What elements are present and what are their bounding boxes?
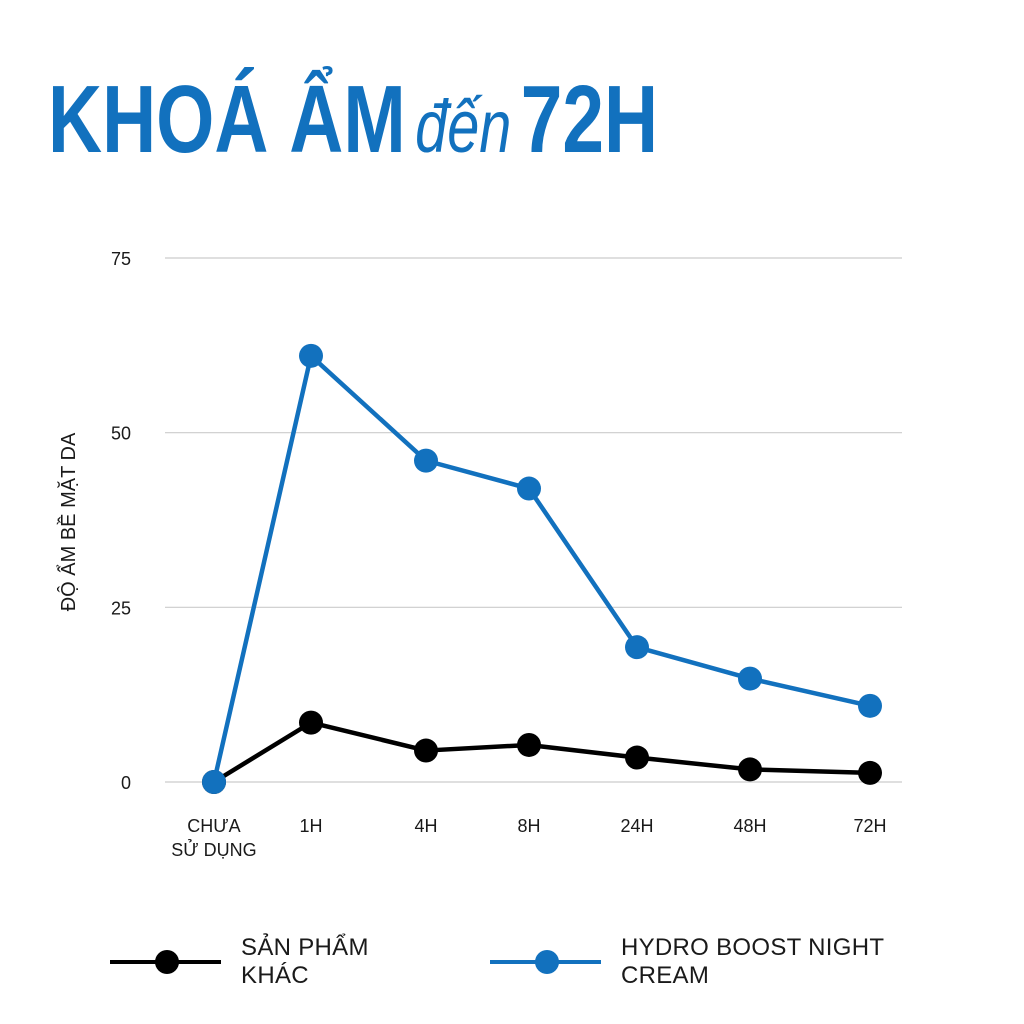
legend-item-other-product: SẢN PHẨM KHÁC <box>110 934 442 990</box>
x-tick-label-6: 72H <box>853 816 886 836</box>
x-tick-labels: CHƯA SỬ DỤNG 1H 4H 8H 24H 48H 72H <box>171 816 886 860</box>
grid-layer <box>165 257 902 783</box>
series-1-point-4 <box>625 635 649 660</box>
legend-label-other-product: SẢN PHẨM KHÁC <box>241 934 369 989</box>
y-axis-label: ĐỘ ẨM BỀ MẶT DA <box>57 432 80 611</box>
series-1-point-0 <box>202 770 226 794</box>
legend-marker-blue <box>489 940 601 984</box>
x-tick-label-2: 4H <box>414 816 437 836</box>
series-0-point-3 <box>517 732 541 757</box>
series-0-point-4 <box>625 745 649 770</box>
y-tick-label-25: 25 <box>111 598 131 618</box>
x-tick-label-1: 1H <box>299 816 322 836</box>
series-1-point-2 <box>414 448 438 473</box>
series-1-point-5 <box>738 666 762 691</box>
y-tick-label-50: 50 <box>111 424 131 444</box>
series-1-point-1 <box>299 343 323 368</box>
x-tick-label-4: 24H <box>620 816 653 836</box>
y-tick-label-75: 75 <box>111 249 131 269</box>
x-tick-label-0: CHƯA SỬ DỤNG <box>171 816 256 860</box>
series-1-point-3 <box>517 476 541 501</box>
x-tick-label-3: 8H <box>517 816 540 836</box>
series-0-point-2 <box>414 738 438 763</box>
y-tick-labels: 0 25 50 75 <box>111 249 131 793</box>
legend-marker-black <box>110 940 222 984</box>
legend-item-hydro-boost: HYDRO BOOST NIGHT CREAM <box>489 934 976 990</box>
series-0-point-5 <box>738 757 762 782</box>
series-layer <box>202 343 882 794</box>
page-title: KHOÁ ẨM đến72H <box>48 70 658 177</box>
title-part-end: 72H <box>520 66 659 173</box>
series-1-point-6 <box>858 693 882 718</box>
legend: SẢN PHẨM KHÁC HYDRO BOOST NIGHT CREAM <box>110 934 1024 989</box>
legend-label-hydro-boost: HYDRO BOOST NIGHT CREAM <box>620 934 884 989</box>
title-part-italic: đến <box>415 85 512 168</box>
series-0-point-6 <box>858 760 882 785</box>
series-0-point-1 <box>299 710 323 735</box>
x-tick-label-5: 48H <box>733 816 766 836</box>
y-tick-label-0: 0 <box>121 773 131 793</box>
title-part-main: KHOÁ ẨM <box>48 66 406 173</box>
